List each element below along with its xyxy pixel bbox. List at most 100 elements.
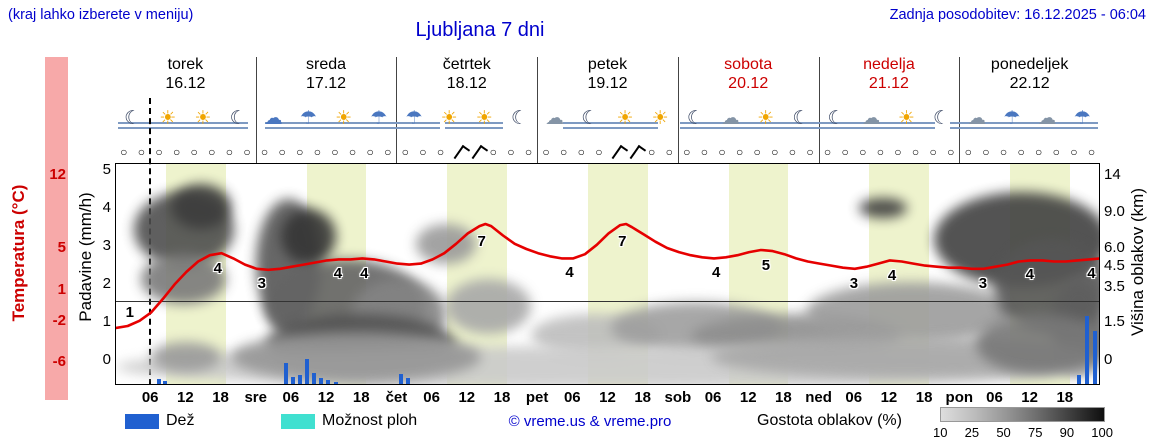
precip-bar [284,363,289,384]
cloud-cover-symbol: ○ [577,145,585,159]
cloud-cover-symbol: ○ [718,145,726,159]
precipitation-bars [116,164,1099,384]
wind-barb-icon [608,144,626,162]
precip-tick: 4 [102,199,111,216]
x-axis-label: 18 [493,389,511,406]
weather-icons-row: ☾ ☀ ☀ ☾ ☁ ☂ ☀ ☂ ☂ ☀ ☀ ☾ ☁ ☾ ☀ ☀ ☾ ☁ ☀ ☾ ☾ ☁ ☀ ☾ ☁ ☂ ☁ ☂ [115,97,1100,143]
x-axis-label: 06 [423,389,440,406]
cloud-cover-symbol: ○ [753,145,761,159]
rain-icon: ☂ [1073,108,1091,129]
temp-point-label: 4 [333,265,343,283]
day-date: 20.12 [728,75,769,92]
precip-bar [398,373,403,384]
cloud-cover-symbol: ○ [735,145,744,159]
temp-point-label: 4 [1025,266,1034,284]
zero-degree-line [116,301,1099,302]
temp-point-label: 4 [1087,265,1096,283]
sun-icon: ☀ [159,108,177,129]
x-axis-label: 12 [739,389,757,406]
temp-point-label: 7 [477,233,486,251]
cloud-cover-symbol: ○ [947,145,955,159]
density-tick-label: 25 [964,425,980,440]
x-axis-label: 06 [141,389,159,406]
day-boundary-line [255,57,257,163]
wind-barb-line [612,144,623,160]
density-tick-label: 50 [996,425,1011,440]
x-axis-label: 18 [212,389,229,406]
wind-barb-line [453,144,465,160]
x-axis-label: sob [664,389,692,406]
day-boundary-line [396,57,398,163]
cloud-cover-symbol: ○ [894,145,902,159]
cloud-cover-symbol: ○ [489,145,497,159]
day-name: sobota [724,56,773,73]
day-boundary-line [818,57,820,163]
cloud-cover-symbol: ○ [260,145,269,159]
day-header-petek: petek 19.12 [537,55,678,95]
cloud-cover-symbol: ○ [876,145,884,159]
precip-tick: 5 [102,161,111,178]
cloud-icon: ☁ [721,108,740,129]
day-date: 22.12 [1009,75,1050,92]
temp-point-label: 4 [565,264,574,282]
cloud-blob [141,254,226,304]
sun-icon: ☀ [897,108,915,129]
day-date: 21.12 [868,75,909,92]
temp-point-label: 4 [213,259,222,277]
x-axis-label: 18 [352,389,370,406]
cloud-cover-symbol: ○ [982,145,990,159]
density-tick-label: 10 [933,425,948,440]
cloud-cover-row: ○ ○ ○ ○ ○ ○ ○ ○ ○ ○ ○ ○ ○ ○ ○ ○ ○ ○ ○ ○ ○ ○ ○ ○ ○ ○ ○ ○ ○ ○ ○ ○ ○ ○ ○ ○ ○ ○ ○ ○… [115,144,1100,162]
cloud-cover-symbol: ○ [1087,145,1096,159]
precip-bar [1077,375,1082,384]
cloud-cover-symbol: ○ [771,145,779,159]
cloud-cover-symbol: ○ [823,145,832,159]
x-axis-label: 12 [177,389,194,406]
x-axis-label: 12 [599,389,616,406]
x-axis-label: 18 [775,389,792,406]
cloud-icon: ☁ [967,108,987,129]
cloud-cover-symbol: ○ [524,145,533,159]
cloud-cover-symbol: ○ [806,145,814,159]
cloud-cover-symbol: ○ [595,145,603,159]
precip-bar [163,381,168,384]
showers-legend-label: Možnost ploh [322,412,418,429]
cloud-cover-symbol: ○ [1052,145,1060,159]
cloud-height-tick: 4.5 [1104,257,1125,274]
precip-bar [334,382,339,384]
wind-barb-icon [449,144,467,162]
temp-point-label: 3 [257,275,266,293]
rain-swatch [125,414,159,429]
temperature-tick: 12 [49,166,66,184]
day-header-row: torek 16.12 sreda 17.12 četrtek 18.12 petek 19.… [115,55,1100,163]
day-header-sobota: sobota 20.12 [678,55,819,95]
day-date: 16.12 [165,75,206,92]
sun-icon: ☀ [475,108,493,129]
cloud-cover-symbol: ○ [841,145,849,159]
day-name: torek [167,56,204,73]
precip-bar [1084,315,1089,384]
cloud-cover-symbol: ○ [999,145,1008,159]
cloud-cover-symbol: ○ [278,145,286,159]
wind-barb-icon [467,144,485,162]
x-axis-label: 12 [1021,389,1038,406]
cloud-cover-symbol: ○ [208,145,216,159]
precip-bar [405,378,410,384]
temp-point-label: 3 [978,274,988,292]
copyright-link[interactable]: © vreme.us & vreme.pro [508,413,672,430]
cloud-height-tick: 6.0 [1104,239,1125,256]
x-axis-label: čet [385,389,408,406]
precip-tick: 2 [102,275,111,292]
menu-hint-text: (kraj lahko izberete v meniju) [8,7,194,23]
temperature-tick: -2 [52,311,66,329]
cloud-cover-symbol: ○ [137,145,146,159]
rain-icon: ☂ [405,108,423,129]
cloud-density-field [116,164,1099,384]
cloud-layer-streak [265,119,440,129]
cloud-cover-symbol: ○ [172,145,181,159]
cloud-blob [446,279,531,334]
wind-barb-line [629,144,641,160]
cloud-cover-symbol: ○ [419,145,427,159]
day-boundary-line [959,57,961,163]
